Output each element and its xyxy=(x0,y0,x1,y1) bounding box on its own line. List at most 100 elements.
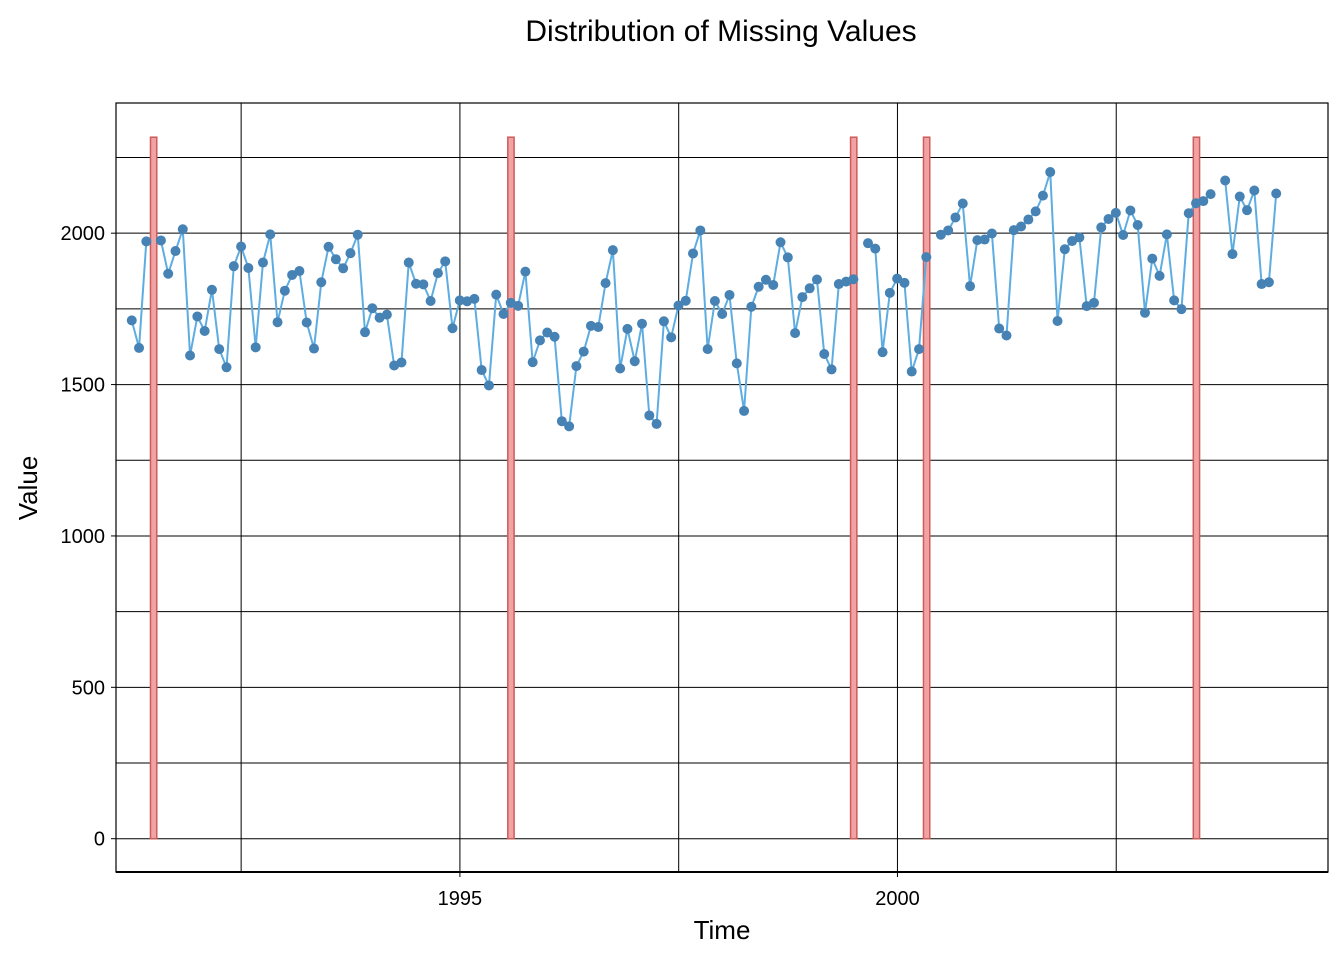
data-point xyxy=(257,257,268,268)
data-point xyxy=(308,343,319,354)
y-tick-label: 1500 xyxy=(61,375,106,397)
data-point xyxy=(571,361,582,372)
data-point xyxy=(360,327,371,338)
data-point xyxy=(760,274,771,285)
data-point xyxy=(418,279,429,290)
data-point xyxy=(534,335,545,346)
data-point xyxy=(892,273,903,284)
data-point xyxy=(622,323,633,334)
x-axis-ticks: 1995 2000 xyxy=(438,872,920,910)
data-point xyxy=(607,245,618,256)
missing-value-bar xyxy=(1192,136,1201,840)
data-point xyxy=(1001,330,1012,341)
data-point xyxy=(914,344,925,355)
data-point xyxy=(1242,205,1253,216)
data-point xyxy=(425,296,436,307)
data-point xyxy=(629,356,640,367)
missing-value-bars xyxy=(149,136,1201,840)
data-point xyxy=(702,344,713,355)
data-point xyxy=(1183,208,1194,219)
data-point xyxy=(986,228,997,239)
data-point xyxy=(1154,270,1165,281)
y-tick-label: 0 xyxy=(94,829,105,851)
data-point xyxy=(717,309,728,320)
data-point xyxy=(1139,307,1150,318)
data-point xyxy=(134,342,145,353)
data-point xyxy=(316,277,327,288)
data-point xyxy=(367,303,378,314)
data-point xyxy=(658,316,669,327)
data-point xyxy=(155,235,166,246)
data-point xyxy=(709,296,720,307)
data-point xyxy=(564,421,575,432)
data-point xyxy=(338,263,349,274)
data-point xyxy=(979,234,990,245)
data-point xyxy=(214,344,225,355)
data-point xyxy=(440,256,451,267)
data-point xyxy=(1132,220,1143,231)
data-point xyxy=(826,364,837,375)
data-point xyxy=(819,348,830,359)
missing-value-bar xyxy=(507,136,515,840)
data-point xyxy=(432,268,443,279)
data-point xyxy=(1023,214,1034,225)
data-point xyxy=(250,342,261,353)
data-point xyxy=(403,257,414,268)
data-point xyxy=(994,323,1005,334)
data-point xyxy=(811,274,822,285)
data-point xyxy=(185,350,196,361)
data-point xyxy=(1169,295,1180,306)
data-point xyxy=(688,248,699,259)
data-point xyxy=(206,284,217,295)
y-tick-label: 1000 xyxy=(61,526,106,548)
data-point xyxy=(279,285,290,296)
data-point xyxy=(1125,205,1136,216)
data-point xyxy=(301,317,312,328)
missing-value-bar xyxy=(922,136,931,840)
data-point xyxy=(957,198,968,209)
data-point xyxy=(236,241,247,252)
data-point xyxy=(695,225,706,236)
data-point xyxy=(163,268,174,279)
data-point xyxy=(381,309,392,320)
data-point xyxy=(972,235,983,246)
data-point xyxy=(476,365,487,376)
data-point xyxy=(935,229,946,240)
data-point xyxy=(549,331,560,342)
y-axis-title: Value xyxy=(13,456,43,521)
data-point xyxy=(294,266,305,277)
y-tick-label: 2000 xyxy=(61,223,106,245)
data-point xyxy=(243,263,254,274)
data-point xyxy=(1161,229,1172,240)
data-point xyxy=(906,366,917,377)
series-points xyxy=(126,167,1282,432)
x-tick-label: 2000 xyxy=(875,888,920,910)
data-point xyxy=(265,229,276,240)
missing-value-bar xyxy=(849,136,858,840)
data-point xyxy=(1052,315,1063,326)
data-point xyxy=(520,266,531,277)
gridlines xyxy=(116,103,1328,872)
data-point xyxy=(483,380,494,391)
data-point xyxy=(1037,190,1048,201)
data-point xyxy=(1205,189,1216,200)
data-point xyxy=(556,416,567,427)
chart-title: Distribution of Missing Values xyxy=(525,15,916,48)
data-point xyxy=(790,328,801,339)
data-point xyxy=(768,279,779,290)
y-tick-label: 500 xyxy=(72,677,105,699)
data-point xyxy=(1249,185,1260,196)
data-point xyxy=(527,357,538,368)
data-point xyxy=(1074,232,1085,243)
data-point xyxy=(1096,222,1107,233)
data-point xyxy=(1234,191,1245,202)
y-axis-ticks: 0 500 1000 1500 2000 xyxy=(61,223,116,851)
data-point xyxy=(1103,213,1114,224)
missing-value-bar xyxy=(149,136,158,840)
data-point xyxy=(411,278,422,289)
data-point xyxy=(731,358,742,369)
data-point xyxy=(1059,244,1070,255)
data-point xyxy=(1220,175,1231,186)
data-point xyxy=(454,295,465,306)
